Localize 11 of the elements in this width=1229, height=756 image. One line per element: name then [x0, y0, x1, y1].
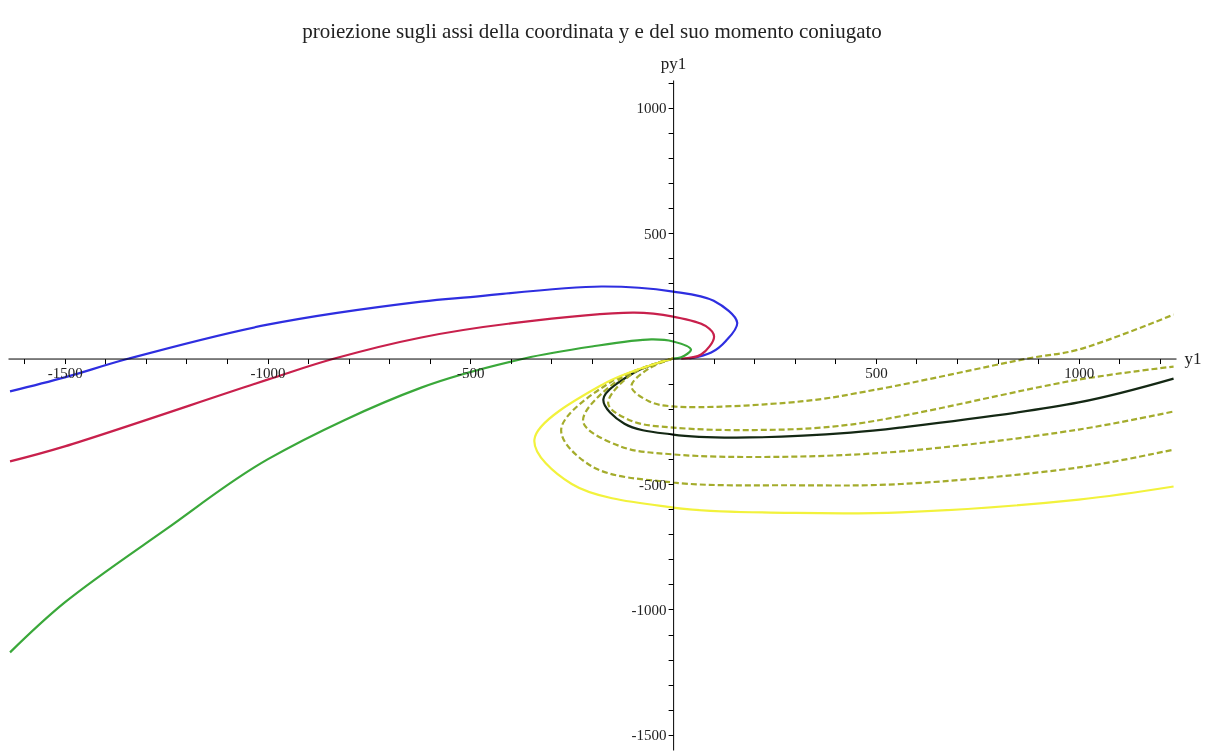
x-tick-label: 500 [865, 365, 888, 382]
y-tick-label: -1000 [631, 601, 667, 618]
x-axis-title: y1 [1184, 349, 1202, 369]
y-tick-label: -1500 [631, 727, 667, 744]
chart-title: proiezione sugli assi della coordinata y e del suo momento coniugato [302, 19, 882, 43]
y-tick-label: -500 [639, 476, 667, 493]
y-tick-label: 1000 [636, 100, 667, 117]
x-tick-label: -1000 [250, 365, 286, 382]
y-tick-label: 500 [644, 225, 667, 242]
x-tick-label: 1000 [1064, 365, 1095, 382]
y-axis-title: py1 [660, 53, 687, 73]
